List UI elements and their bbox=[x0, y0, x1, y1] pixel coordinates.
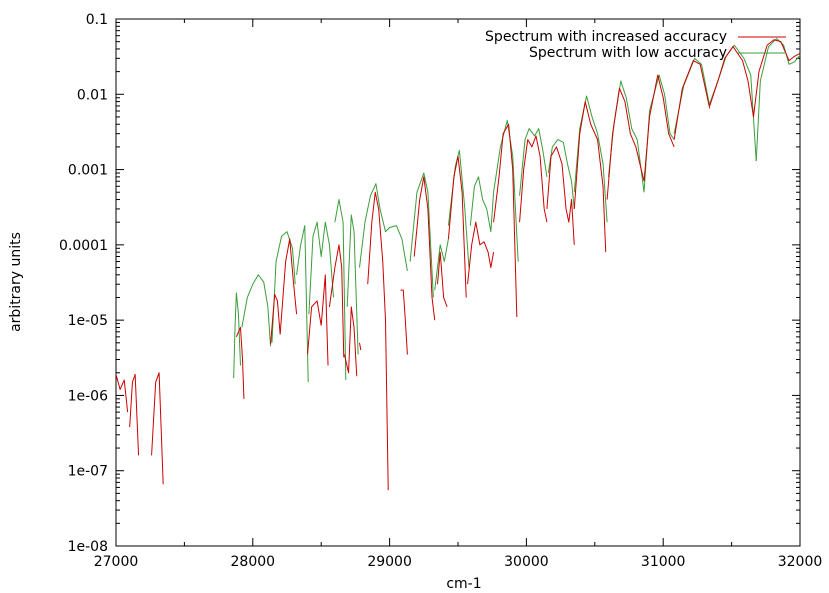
series-increased-accuracy bbox=[115, 39, 801, 491]
series-line-segment bbox=[547, 139, 575, 209]
series-line-segment bbox=[673, 57, 711, 134]
series-line-segment bbox=[129, 373, 140, 456]
legend-label: Spectrum with low accuracy bbox=[529, 45, 727, 61]
series-line-segment bbox=[434, 238, 449, 291]
series-line-segment bbox=[546, 146, 575, 245]
series-line-segment bbox=[467, 221, 495, 285]
y-tick-label: 0.0001 bbox=[59, 238, 108, 254]
series-line-segment bbox=[493, 123, 518, 318]
series-line-segment bbox=[519, 128, 548, 196]
series-line-segment bbox=[270, 293, 281, 345]
y-tick-label: 0.1 bbox=[86, 12, 108, 28]
series-line-segment bbox=[447, 155, 467, 298]
series-line-segment bbox=[436, 251, 448, 308]
series-line-segment bbox=[271, 231, 296, 343]
y-tick-label: 1e-07 bbox=[68, 464, 108, 480]
series-line-segment bbox=[296, 225, 309, 383]
x-tick-label: 29000 bbox=[367, 554, 412, 570]
series-line-segment bbox=[400, 289, 408, 355]
series-line-segment bbox=[413, 176, 436, 321]
series-line-segment bbox=[346, 214, 359, 355]
series-line-segment bbox=[359, 183, 408, 272]
series-line-segment bbox=[308, 221, 335, 315]
series-line-segment bbox=[573, 101, 607, 253]
y-tick-label: 0.001 bbox=[68, 163, 108, 179]
x-tick-label: 32000 bbox=[778, 554, 823, 570]
series-line-segment bbox=[359, 342, 362, 351]
series-line-segment bbox=[709, 46, 754, 118]
series-line-segment bbox=[328, 244, 345, 358]
series-line-segment bbox=[409, 172, 434, 298]
x-tick-label: 28000 bbox=[231, 554, 276, 570]
y-tick-label: 1e-05 bbox=[68, 313, 108, 329]
legend-label: Spectrum with increased accuracy bbox=[485, 29, 727, 45]
y-axis-label: arbitrary units bbox=[8, 232, 24, 332]
series-line-segment bbox=[115, 374, 129, 413]
series-line-segment bbox=[307, 300, 322, 355]
series-line-segment bbox=[673, 60, 711, 140]
x-axis-label: cm-1 bbox=[446, 576, 481, 592]
series-line-segment bbox=[493, 119, 519, 262]
series-line-segment bbox=[343, 306, 358, 377]
series-line-segment bbox=[643, 74, 675, 182]
x-tick-label: 31000 bbox=[641, 554, 686, 570]
series-line-segment bbox=[279, 238, 298, 335]
series-line-segment bbox=[752, 39, 801, 118]
series-line-segment bbox=[519, 135, 548, 223]
series-line-segment bbox=[709, 44, 757, 162]
y-tick-label: 1e-08 bbox=[68, 539, 108, 555]
x-tick-label: 27000 bbox=[94, 554, 139, 570]
series-line-segment bbox=[235, 326, 245, 399]
series-line-segment bbox=[469, 176, 495, 233]
y-tick-label: 1e-06 bbox=[68, 388, 108, 404]
series-line-segment bbox=[320, 274, 329, 366]
series-line-segment bbox=[151, 372, 164, 485]
x-tick-label: 30000 bbox=[504, 554, 549, 570]
y-tick-label: 0.01 bbox=[77, 87, 108, 103]
series-line-segment bbox=[607, 80, 645, 193]
series-line-segment bbox=[573, 95, 608, 223]
plot-frame bbox=[115, 18, 801, 547]
series-line-segment bbox=[241, 274, 272, 347]
series-line-segment bbox=[606, 87, 645, 200]
series-line-segment bbox=[334, 199, 347, 381]
series-line-segment bbox=[367, 191, 389, 491]
